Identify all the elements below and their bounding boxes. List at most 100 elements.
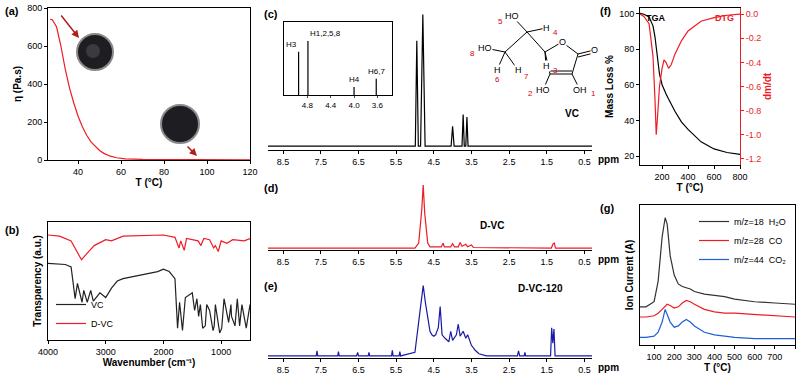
svg-text:O: O (591, 45, 598, 55)
svg-text:0.0: 0.0 (746, 9, 759, 19)
svg-text:2.5: 2.5 (503, 157, 516, 167)
svg-text:5.5: 5.5 (390, 157, 403, 167)
svg-text:D-VC-120: D-VC-120 (518, 283, 563, 294)
svg-text:0.5: 0.5 (578, 365, 591, 375)
svg-text:4: 4 (553, 28, 558, 37)
svg-text:1.5: 1.5 (541, 257, 554, 267)
svg-text:DTG: DTG (715, 13, 734, 23)
svg-text:6.5: 6.5 (352, 365, 365, 375)
svg-text:6.5: 6.5 (352, 257, 365, 267)
svg-text:2000: 2000 (153, 347, 173, 357)
svg-text:2.5: 2.5 (503, 257, 516, 267)
svg-text:4.5: 4.5 (428, 257, 441, 267)
svg-text:1: 1 (591, 89, 596, 98)
svg-text:40: 40 (73, 167, 83, 177)
svg-text:3: 3 (553, 66, 558, 75)
svg-text:T (°C): T (°C) (136, 177, 163, 188)
svg-text:2.5: 2.5 (503, 365, 516, 375)
svg-text:7.5: 7.5 (314, 157, 327, 167)
svg-text:(e): (e) (264, 280, 278, 292)
svg-text:ppm: ppm (598, 154, 619, 165)
svg-text:4.5: 4.5 (428, 365, 441, 375)
svg-text:100: 100 (619, 9, 634, 19)
svg-text:4.0: 4.0 (348, 101, 360, 110)
svg-text:8.5: 8.5 (277, 257, 290, 267)
svg-text:m/z=18 H₂O: m/z=18 H₂O (734, 217, 786, 227)
svg-text:O: O (559, 37, 566, 47)
svg-text:3000: 3000 (96, 347, 116, 357)
svg-text:D-VC: D-VC (91, 319, 113, 329)
svg-text:2: 2 (528, 89, 533, 98)
svg-text:(b): (b) (5, 224, 19, 236)
svg-text:60: 60 (116, 167, 126, 177)
svg-text:Ion Current (A): Ion Current (A) (624, 240, 635, 311)
svg-text:H4: H4 (349, 75, 360, 84)
svg-text:7.5: 7.5 (314, 365, 327, 375)
svg-text:-0.2: -0.2 (746, 33, 762, 43)
svg-text:120: 120 (242, 167, 257, 177)
svg-text:(a): (a) (5, 5, 19, 17)
svg-text:H: H (543, 61, 550, 71)
svg-text:80: 80 (159, 167, 169, 177)
svg-text:400: 400 (707, 352, 722, 362)
svg-text:7.5: 7.5 (314, 257, 327, 267)
svg-text:60: 60 (624, 80, 634, 90)
svg-text:5.5: 5.5 (390, 257, 403, 267)
svg-text:m/z=28 CO: m/z=28 CO (734, 236, 782, 246)
svg-text:400: 400 (681, 172, 696, 182)
svg-text:8.5: 8.5 (277, 365, 290, 375)
svg-text:8.5: 8.5 (277, 157, 290, 167)
svg-text:800: 800 (27, 3, 42, 13)
svg-text:ppm: ppm (598, 254, 619, 265)
svg-text:1000: 1000 (211, 347, 231, 357)
svg-text:3.5: 3.5 (465, 157, 478, 167)
svg-text:6: 6 (495, 75, 500, 84)
svg-text:OH: OH (573, 85, 587, 95)
svg-text:400: 400 (27, 79, 42, 89)
svg-text:0: 0 (37, 155, 42, 165)
svg-text:3.5: 3.5 (465, 365, 478, 375)
svg-text:1.5: 1.5 (541, 365, 554, 375)
svg-text:T (°C): T (°C) (704, 362, 731, 373)
svg-text:600: 600 (27, 41, 42, 51)
svg-text:200: 200 (27, 117, 42, 127)
svg-text:6.5: 6.5 (352, 157, 365, 167)
svg-text:HO: HO (536, 85, 550, 95)
svg-text:HO: HO (478, 43, 492, 53)
svg-text:4.8: 4.8 (302, 101, 314, 110)
svg-text:200: 200 (667, 352, 682, 362)
svg-text:4.4: 4.4 (325, 101, 337, 110)
svg-text:80: 80 (624, 44, 634, 54)
svg-text:1.5: 1.5 (541, 157, 554, 167)
svg-text:-0.8: -0.8 (746, 106, 762, 116)
svg-text:600: 600 (747, 352, 762, 362)
svg-text:H3: H3 (286, 40, 297, 49)
svg-text:500: 500 (727, 352, 742, 362)
svg-text:H1,2,5,8: H1,2,5,8 (310, 29, 341, 38)
svg-text:η (Pa.s): η (Pa.s) (12, 66, 23, 102)
svg-text:dm/dt: dm/dt (762, 72, 773, 100)
svg-text:4000: 4000 (38, 347, 58, 357)
svg-text:100: 100 (647, 352, 662, 362)
svg-text:40: 40 (624, 116, 634, 126)
svg-text:VC: VC (91, 300, 104, 310)
svg-text:0.5: 0.5 (578, 157, 591, 167)
svg-text:H: H (543, 23, 550, 33)
svg-text:VC: VC (565, 108, 579, 119)
svg-text:(d): (d) (264, 182, 278, 194)
svg-text:m/z=44 CO₂: m/z=44 CO₂ (734, 255, 786, 265)
svg-text:700: 700 (767, 352, 782, 362)
svg-text:HO: HO (505, 11, 519, 21)
svg-text:-1.2: -1.2 (746, 154, 762, 164)
svg-text:(g): (g) (600, 202, 614, 214)
svg-text:D-VC: D-VC (480, 220, 504, 231)
svg-text:200: 200 (655, 172, 670, 182)
svg-text:ppm: ppm (598, 362, 619, 373)
svg-text:20: 20 (624, 151, 634, 161)
svg-text:T (°C): T (°C) (677, 182, 704, 193)
svg-text:4.5: 4.5 (428, 157, 441, 167)
svg-text:300: 300 (687, 352, 702, 362)
svg-text:7: 7 (524, 72, 529, 81)
svg-text:H: H (515, 65, 522, 75)
svg-text:Wavenumber (cm⁻¹): Wavenumber (cm⁻¹) (103, 357, 196, 368)
